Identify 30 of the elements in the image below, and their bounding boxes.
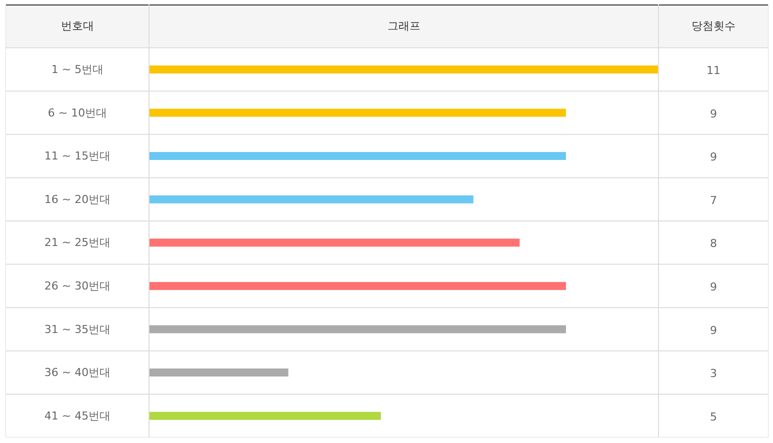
y-tick-label: 6 ~ 10번대 <box>48 106 108 120</box>
y-tick-label: 36 ~ 40번대 <box>44 366 111 380</box>
y-tick-label: 16 ~ 20번대 <box>44 192 111 206</box>
bar <box>150 368 288 377</box>
bar <box>150 238 520 247</box>
y-tick-label: 31 ~ 35번대 <box>44 322 111 336</box>
bar <box>150 325 566 334</box>
bar <box>150 195 474 204</box>
bar <box>150 282 566 290</box>
data-label: 9 <box>710 107 717 120</box>
data-label: 9 <box>710 324 717 337</box>
y-axis-title: 번호대 <box>61 20 94 33</box>
text: 당첨횟수 <box>692 20 736 33</box>
y-tick-label: 21 ~ 25번대 <box>44 236 111 250</box>
bar <box>150 65 658 74</box>
y-tick-label: 11 ~ 15번대 <box>44 150 111 163</box>
data-label: 9 <box>710 280 717 294</box>
x-axis-title: 그래프 <box>388 20 420 33</box>
y-tick-label: 41 ~ 45번대 <box>44 409 111 422</box>
bar <box>150 108 566 117</box>
data-label: 8 <box>710 237 717 250</box>
data-label: 7 <box>710 194 717 207</box>
bar <box>150 152 566 160</box>
y-tick-label: 26 ~ 30번대 <box>44 279 111 292</box>
data-label: 3 <box>710 367 717 380</box>
data-label: 5 <box>710 410 717 424</box>
y-tick-label: 1 ~ 5번대 <box>51 62 104 76</box>
bar <box>150 412 381 420</box>
data-label: 11 <box>706 64 720 77</box>
data-label: 9 <box>710 150 717 164</box>
